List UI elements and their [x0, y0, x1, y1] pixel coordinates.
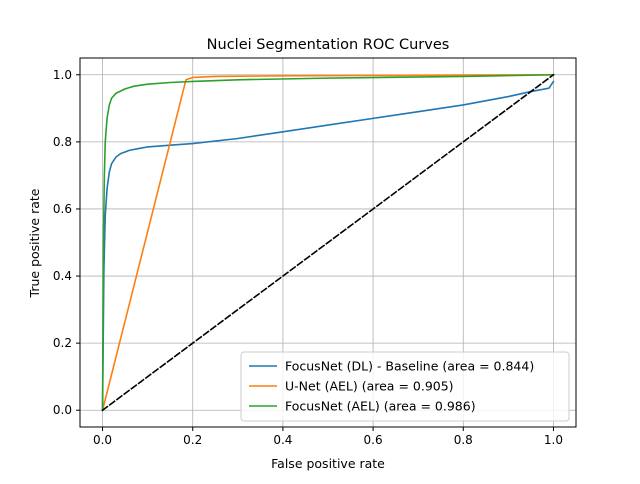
y-tick-label: 0.6 — [53, 202, 72, 216]
chance-line — [101, 73, 555, 412]
series-line-2 — [101, 73, 555, 412]
x-tick-label: 0.4 — [273, 433, 292, 447]
x-axis-label: False positive rate — [271, 456, 385, 471]
chart-title: Nuclei Segmentation ROC Curves — [207, 37, 450, 53]
y-tick-label: 1.0 — [53, 68, 72, 82]
legend-label-2: FocusNet (AEL) (area = 0.986) — [285, 399, 476, 414]
axes-frame — [79, 57, 577, 428]
legend-label-1: U-Net (AEL) (area = 0.905) — [285, 379, 454, 394]
x-tick-label: 0.2 — [183, 433, 202, 447]
axis-ticks — [76, 74, 554, 431]
plot-lines — [101, 73, 555, 412]
x-tick-label: 0.6 — [364, 433, 383, 447]
axis-tick-labels: 0.0 0.2 0.4 0.6 0.8 1.0 0.0 0.2 0.4 0.6 0.8 1.0 — [53, 68, 563, 447]
grid — [80, 58, 576, 427]
x-tick-label: 1.0 — [544, 433, 563, 447]
y-tick-label: 0.8 — [53, 135, 72, 149]
x-tick-label: 0.0 — [93, 433, 112, 447]
y-tick-label: 0.0 — [53, 403, 72, 417]
x-tick-label: 0.8 — [454, 433, 473, 447]
legend-label-0: FocusNet (DL) - Baseline (area = 0.844) — [285, 359, 534, 374]
legend-box — [240, 351, 570, 422]
y-tick-label: 0.2 — [53, 336, 72, 350]
y-tick-label: 0.4 — [53, 269, 72, 283]
y-axis-label: True positive rate — [27, 188, 42, 298]
legend: FocusNet (DL) - Baseline (area = 0.844) U… — [240, 351, 570, 422]
series-line-1 — [101, 73, 555, 412]
